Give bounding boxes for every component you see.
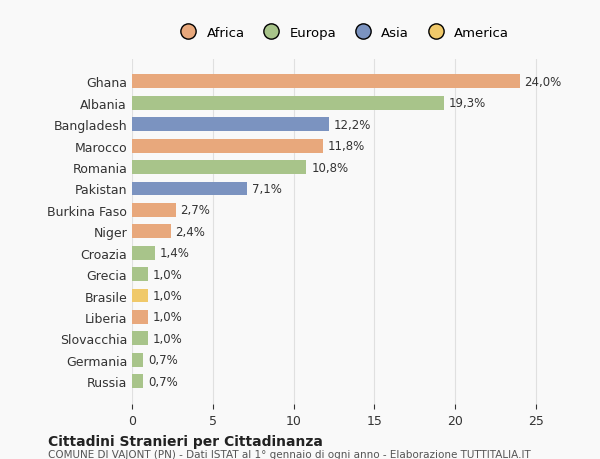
Bar — [132, 332, 148, 346]
Text: 2,4%: 2,4% — [176, 225, 205, 238]
Bar — [132, 97, 444, 111]
Text: 1,0%: 1,0% — [153, 332, 183, 345]
Text: 11,8%: 11,8% — [328, 140, 365, 153]
Bar — [132, 140, 323, 153]
Text: 12,2%: 12,2% — [334, 118, 371, 131]
Text: 7,1%: 7,1% — [251, 183, 281, 196]
Text: 19,3%: 19,3% — [449, 97, 486, 110]
Bar — [132, 289, 148, 303]
Bar — [132, 118, 329, 132]
Bar — [132, 375, 143, 388]
Bar — [132, 246, 155, 260]
Bar — [132, 203, 176, 218]
Text: Cittadini Stranieri per Cittadinanza: Cittadini Stranieri per Cittadinanza — [48, 434, 323, 448]
Bar — [132, 161, 307, 175]
Text: 1,0%: 1,0% — [153, 311, 183, 324]
Text: 1,0%: 1,0% — [153, 268, 183, 281]
Text: 10,8%: 10,8% — [311, 161, 349, 174]
Bar — [132, 268, 148, 281]
Text: COMUNE DI VAJONT (PN) - Dati ISTAT al 1° gennaio di ogni anno - Elaborazione TUT: COMUNE DI VAJONT (PN) - Dati ISTAT al 1°… — [48, 449, 531, 459]
Text: 1,4%: 1,4% — [160, 246, 190, 260]
Text: 2,7%: 2,7% — [181, 204, 211, 217]
Text: 1,0%: 1,0% — [153, 289, 183, 302]
Legend: Africa, Europa, Asia, America: Africa, Europa, Asia, America — [170, 22, 514, 45]
Bar — [132, 182, 247, 196]
Text: 0,7%: 0,7% — [148, 353, 178, 366]
Text: 24,0%: 24,0% — [524, 76, 562, 89]
Bar — [132, 225, 171, 239]
Bar — [132, 353, 143, 367]
Text: 0,7%: 0,7% — [148, 375, 178, 388]
Bar — [132, 75, 520, 89]
Bar — [132, 310, 148, 324]
